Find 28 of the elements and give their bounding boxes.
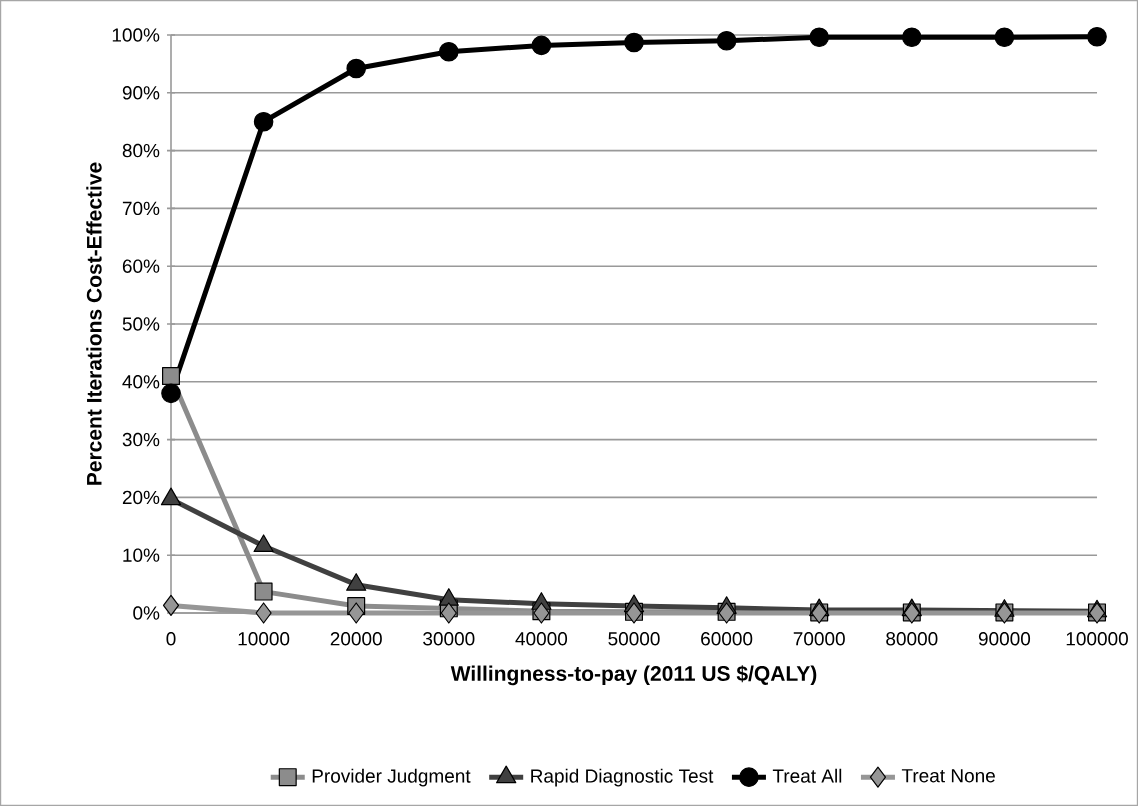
x-tick-label: 20000 xyxy=(330,632,382,646)
y-tick-label: 90% xyxy=(122,86,160,100)
y-tick-label: 40% xyxy=(122,375,160,389)
y-tick-label: 50% xyxy=(122,317,160,331)
x-tick-label: 10000 xyxy=(238,632,290,646)
y-tick-label: 30% xyxy=(122,432,160,447)
x-tick-label: 30000 xyxy=(423,632,475,646)
legend-label: Provider Judgment xyxy=(312,768,471,787)
legend-label: Rapid Diagnostic Test xyxy=(531,768,714,787)
y-tick-label: 70% xyxy=(122,201,160,216)
x-axis-title: Willingness-to-pay (2011 US $/QALY) xyxy=(450,665,817,686)
y-tick-label: 80% xyxy=(122,143,160,158)
y-tick-label: 0% xyxy=(133,606,160,620)
x-tick-label: 50000 xyxy=(608,632,660,646)
y-axis-title: Percent Iterations Cost-Effective xyxy=(86,162,102,485)
legend-label: Treat None xyxy=(901,769,995,783)
x-tick-label: 60000 xyxy=(701,632,753,646)
y-tick-label: 60% xyxy=(122,259,160,273)
legend-label: Treat All xyxy=(772,768,842,783)
x-tick-label: 40000 xyxy=(515,632,568,646)
y-tick-label: 100% xyxy=(112,28,160,42)
x-tick-label: 80000 xyxy=(886,632,938,646)
x-tick-label: 0 xyxy=(166,632,176,646)
x-tick-label: 100000 xyxy=(1066,632,1128,646)
y-tick-label: 20% xyxy=(122,490,160,505)
y-tick-label: 10% xyxy=(123,548,160,562)
x-tick-label: 90000 xyxy=(978,632,1031,646)
x-tick-label: 70000 xyxy=(793,632,845,646)
